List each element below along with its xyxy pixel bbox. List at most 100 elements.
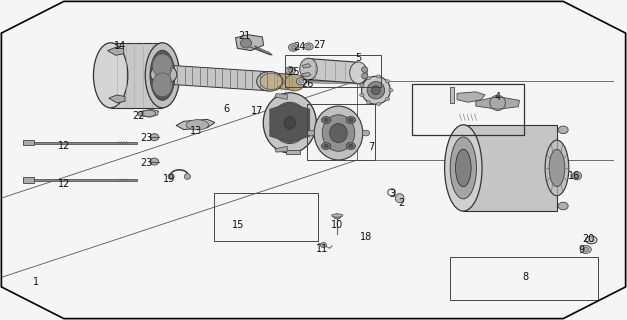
Ellipse shape xyxy=(320,243,327,248)
Text: 1: 1 xyxy=(33,277,39,287)
Ellipse shape xyxy=(346,116,356,124)
Text: 27: 27 xyxy=(314,40,326,50)
Ellipse shape xyxy=(307,130,315,136)
Ellipse shape xyxy=(360,84,364,87)
Text: 23: 23 xyxy=(140,133,152,143)
Ellipse shape xyxy=(168,174,174,179)
Ellipse shape xyxy=(545,140,569,196)
Ellipse shape xyxy=(306,44,311,48)
Ellipse shape xyxy=(389,89,393,92)
Ellipse shape xyxy=(150,158,159,165)
Text: 18: 18 xyxy=(361,232,372,242)
Ellipse shape xyxy=(455,149,471,187)
Text: 13: 13 xyxy=(190,126,203,136)
Ellipse shape xyxy=(349,118,353,122)
Ellipse shape xyxy=(362,67,368,72)
Ellipse shape xyxy=(285,67,295,74)
Polygon shape xyxy=(302,64,311,68)
Ellipse shape xyxy=(395,194,404,203)
Ellipse shape xyxy=(152,73,172,97)
Text: 24: 24 xyxy=(293,42,306,52)
Text: 22: 22 xyxy=(132,111,145,121)
Ellipse shape xyxy=(322,142,331,149)
Polygon shape xyxy=(457,92,485,102)
Polygon shape xyxy=(176,119,215,130)
Text: 9: 9 xyxy=(579,245,585,255)
Ellipse shape xyxy=(385,98,389,101)
Ellipse shape xyxy=(360,93,364,97)
Text: 17: 17 xyxy=(251,106,263,116)
Text: 2: 2 xyxy=(398,198,404,208)
Polygon shape xyxy=(110,43,162,108)
Ellipse shape xyxy=(366,101,371,104)
Text: 3: 3 xyxy=(390,189,396,199)
Ellipse shape xyxy=(324,144,329,148)
Ellipse shape xyxy=(350,62,367,84)
Ellipse shape xyxy=(588,238,594,242)
Polygon shape xyxy=(236,35,263,51)
Polygon shape xyxy=(23,177,34,183)
Ellipse shape xyxy=(288,69,293,72)
Text: 5: 5 xyxy=(356,53,362,63)
Ellipse shape xyxy=(445,125,482,211)
Ellipse shape xyxy=(346,142,356,149)
Text: 20: 20 xyxy=(582,234,594,244)
Text: 11: 11 xyxy=(315,244,328,254)
Text: 26: 26 xyxy=(301,79,314,89)
Ellipse shape xyxy=(334,214,341,219)
Polygon shape xyxy=(162,77,376,83)
Ellipse shape xyxy=(558,202,568,210)
Text: 23: 23 xyxy=(140,158,152,168)
Text: 21: 21 xyxy=(239,31,251,41)
Polygon shape xyxy=(23,142,137,143)
Ellipse shape xyxy=(184,174,191,179)
Text: 14: 14 xyxy=(114,41,126,51)
Ellipse shape xyxy=(288,44,298,51)
Ellipse shape xyxy=(385,80,389,83)
Ellipse shape xyxy=(376,75,381,78)
Text: 12: 12 xyxy=(58,179,70,189)
Ellipse shape xyxy=(271,102,308,143)
Polygon shape xyxy=(270,72,295,90)
Text: 8: 8 xyxy=(523,272,529,282)
Polygon shape xyxy=(254,46,272,55)
Polygon shape xyxy=(275,94,287,100)
Ellipse shape xyxy=(362,76,390,104)
Ellipse shape xyxy=(256,71,283,91)
Text: 19: 19 xyxy=(162,174,175,184)
Ellipse shape xyxy=(150,65,177,84)
Text: 15: 15 xyxy=(233,220,245,230)
Ellipse shape xyxy=(300,58,317,80)
Polygon shape xyxy=(295,81,376,84)
Text: 4: 4 xyxy=(495,92,501,101)
Ellipse shape xyxy=(145,43,179,108)
Ellipse shape xyxy=(572,172,582,180)
Ellipse shape xyxy=(332,214,343,217)
Ellipse shape xyxy=(362,130,370,136)
Polygon shape xyxy=(302,72,311,77)
Text: 6: 6 xyxy=(223,104,229,114)
Ellipse shape xyxy=(93,43,128,108)
Ellipse shape xyxy=(376,102,381,106)
Ellipse shape xyxy=(322,115,355,151)
Text: 25: 25 xyxy=(287,67,300,77)
Polygon shape xyxy=(286,150,300,154)
Ellipse shape xyxy=(304,43,314,50)
Polygon shape xyxy=(107,47,124,55)
Ellipse shape xyxy=(285,74,305,91)
Ellipse shape xyxy=(558,126,568,134)
Ellipse shape xyxy=(284,116,295,129)
Ellipse shape xyxy=(362,73,368,79)
Ellipse shape xyxy=(241,38,251,48)
Ellipse shape xyxy=(260,73,282,90)
Polygon shape xyxy=(463,125,557,211)
Ellipse shape xyxy=(150,134,159,141)
Polygon shape xyxy=(108,95,125,103)
Ellipse shape xyxy=(450,137,477,199)
Text: 12: 12 xyxy=(58,141,70,151)
Ellipse shape xyxy=(349,144,353,148)
Ellipse shape xyxy=(549,149,565,187)
Polygon shape xyxy=(23,140,34,145)
Ellipse shape xyxy=(367,82,384,99)
Ellipse shape xyxy=(298,80,303,83)
